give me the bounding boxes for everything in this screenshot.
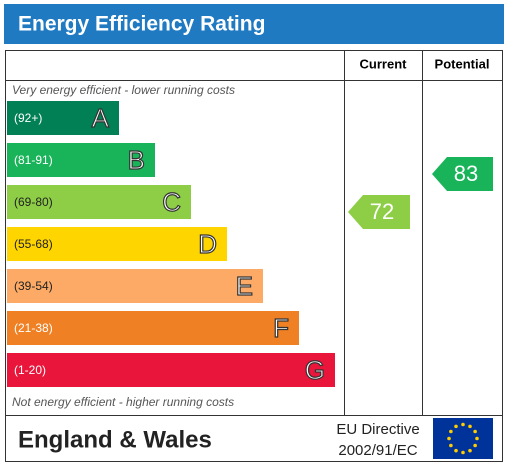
- band-range: (69-80): [14, 195, 53, 209]
- region: England & Wales: [18, 426, 212, 453]
- eu-star: [468, 424, 472, 429]
- band-letter: G: [305, 355, 325, 385]
- title-bar: [4, 4, 504, 44]
- band-bar: [7, 185, 191, 219]
- band-range: (39-54): [14, 279, 53, 293]
- top-note: Very energy efficient - lower running co…: [12, 83, 235, 97]
- band-letter: B: [128, 145, 145, 175]
- eu-star: [449, 443, 453, 448]
- eu-star: [473, 429, 477, 434]
- eu-star: [449, 429, 453, 434]
- eu-star: [447, 436, 451, 441]
- band-letter: D: [198, 229, 217, 259]
- eu-star: [461, 422, 465, 427]
- band-bar: [7, 353, 335, 387]
- potential-value: 83: [454, 161, 478, 186]
- potential-arrow: [432, 157, 493, 191]
- band-bar: [7, 101, 119, 135]
- eu-stars: [447, 422, 479, 455]
- band-range: (1-20): [14, 363, 46, 377]
- band-range: (55-68): [14, 237, 53, 251]
- eu-star: [468, 448, 472, 453]
- band-letter: F: [273, 313, 289, 343]
- eu-star: [475, 436, 479, 441]
- directive-line2: 2002/91/EC: [338, 442, 417, 459]
- eu-star: [461, 450, 465, 455]
- band-bar: [7, 311, 299, 345]
- band-letter: C: [162, 187, 181, 217]
- current-value: 72: [370, 199, 394, 224]
- current-header: Current: [360, 56, 408, 71]
- eu-star: [473, 443, 477, 448]
- potential-header: Potential: [435, 56, 490, 71]
- directive-line1: EU Directive: [336, 421, 419, 438]
- band-letter: E: [236, 271, 253, 301]
- title: Energy Efficiency Rating: [18, 13, 265, 36]
- band-range: (81-91): [14, 153, 53, 167]
- band-letter: A: [92, 103, 110, 133]
- band-bar: [7, 269, 263, 303]
- band-range: (92+): [14, 111, 42, 125]
- band-range: (21-38): [14, 321, 53, 335]
- eu-star: [454, 424, 458, 429]
- current-arrow: [348, 195, 410, 229]
- band-bar: [7, 227, 227, 261]
- eu-star: [454, 448, 458, 453]
- band-bar: [7, 143, 155, 177]
- bottom-note: Not energy efficient - higher running co…: [12, 395, 234, 409]
